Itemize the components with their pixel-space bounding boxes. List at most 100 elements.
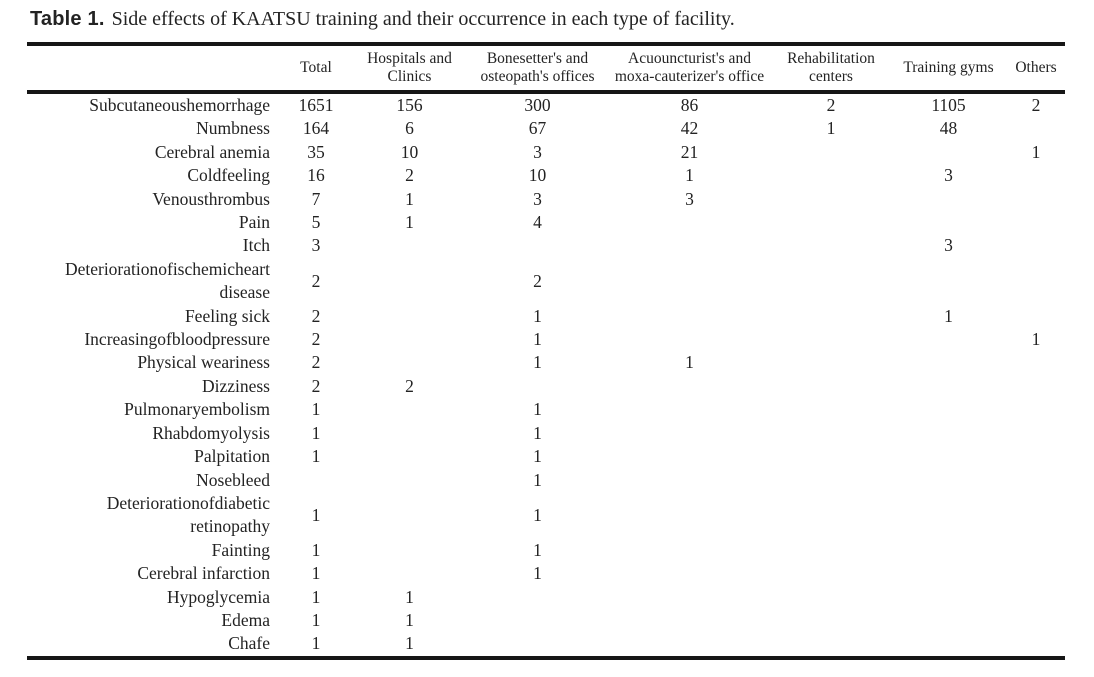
cell-value: 1: [533, 504, 542, 525]
cell-value: 1: [311, 586, 321, 607]
cell-value: [772, 211, 890, 234]
cell-value: [890, 141, 1007, 164]
cell-value: [890, 562, 1007, 585]
cell-value: 3: [533, 141, 542, 162]
cell-value: [890, 211, 1007, 234]
cell-value: [607, 305, 772, 328]
cell-value: 3: [685, 188, 694, 209]
cell-value: 2: [311, 305, 321, 326]
cell-value: 1: [533, 352, 542, 373]
row-label: Cerebral infarction: [137, 563, 270, 584]
table-row: Cerebral anemia 35 10 3 21 1: [27, 141, 1065, 164]
cell-value: 2: [826, 95, 836, 115]
cell-value: [772, 351, 890, 374]
row-label: Feeling sick: [184, 305, 270, 326]
cell-value: [772, 141, 890, 164]
cell-value: 156: [396, 95, 423, 115]
row-label: Dizziness: [201, 375, 270, 396]
cell-value: [1007, 305, 1065, 328]
table-row: Increasingofbloodpressure 2 1 1: [27, 328, 1065, 351]
header-rehabilitation-centers: Rehabilitation centers: [787, 50, 875, 85]
cell-value: 2: [533, 270, 542, 291]
cell-value: 2: [405, 165, 414, 186]
cell-value: [1007, 469, 1065, 492]
table-row: Chafe 1 1: [27, 632, 1065, 657]
cell-value: [351, 305, 468, 328]
cell-value: [890, 258, 1007, 305]
cell-value: [607, 398, 772, 421]
cell-value: [772, 422, 890, 445]
row-label: Chafe: [228, 633, 270, 654]
cell-value: [351, 445, 468, 468]
cell-value: [607, 586, 772, 609]
cell-value: 48: [939, 118, 958, 139]
cell-value: 67: [528, 118, 547, 139]
cell-value: 1: [311, 609, 321, 630]
cell-value: [890, 609, 1007, 632]
cell-value: 2: [311, 352, 321, 373]
cell-value: 1: [944, 305, 953, 326]
cell-value: [890, 328, 1007, 351]
cell-value: 2: [311, 270, 321, 291]
cell-value: 1: [1031, 329, 1041, 350]
cell-value: [607, 609, 772, 632]
cell-value: [890, 351, 1007, 374]
row-label: Fainting: [211, 539, 270, 560]
cell-value: [351, 398, 468, 421]
cell-value: [1007, 492, 1065, 539]
cell-value: [351, 328, 468, 351]
cell-value: [607, 539, 772, 562]
cell-value: 1: [533, 469, 542, 490]
row-label: Venousthrombus: [152, 188, 270, 209]
row-label: Subcutaneoushemorrhage: [89, 95, 270, 115]
cell-value: [351, 234, 468, 257]
cell-value: [890, 469, 1007, 492]
cell-value: [607, 562, 772, 585]
cell-value: 5: [311, 212, 321, 233]
cell-value: [1007, 211, 1065, 234]
table-row: Edema 1 1: [27, 609, 1065, 632]
cell-value: [281, 469, 351, 492]
cell-value: [351, 469, 468, 492]
cell-value: [607, 328, 772, 351]
cell-value: 1: [685, 165, 694, 186]
cell-value: [772, 562, 890, 585]
cell-value: 1: [533, 422, 542, 443]
table-row: Fainting 1 1: [27, 539, 1065, 562]
table-row: Dizziness 2 2: [27, 375, 1065, 398]
cell-value: [607, 445, 772, 468]
table-row: Palpitation 1 1: [27, 445, 1065, 468]
table-row: Pulmonaryembolism 1 1: [27, 398, 1065, 421]
cell-value: [772, 375, 890, 398]
cell-value: 1: [311, 399, 321, 420]
cell-value: 2: [311, 329, 321, 350]
header-row-label-spacer: [27, 44, 281, 92]
cell-value: 1: [533, 539, 542, 560]
cell-value: [351, 258, 468, 305]
cell-value: [607, 492, 772, 539]
cell-value: 35: [307, 141, 325, 162]
cell-value: [890, 398, 1007, 421]
row-label: Numbness: [196, 118, 270, 139]
cell-value: [772, 164, 890, 187]
table-row: Subcutaneoushemorrhage 1651 156 300 86 2 1105 2: [27, 92, 1065, 117]
row-label: Deteriorationofdiabetic retinopathy: [106, 492, 270, 537]
cell-value: [1007, 188, 1065, 211]
cell-value: 1: [311, 422, 321, 443]
cell-value: 3: [944, 165, 953, 186]
table-row: Venousthrombus 7 1 3 3: [27, 188, 1065, 211]
cell-value: [607, 469, 772, 492]
cell-value: 1: [533, 563, 542, 584]
table-row: Rhabdomyolysis 1 1: [27, 422, 1065, 445]
cell-value: [772, 539, 890, 562]
cell-value: [772, 258, 890, 305]
header-others: Others: [1015, 59, 1057, 76]
cell-value: 10: [528, 165, 547, 186]
cell-value: 1: [826, 118, 836, 139]
cell-value: [772, 234, 890, 257]
cell-value: [772, 469, 890, 492]
cell-value: [351, 539, 468, 562]
cell-value: 1: [1031, 141, 1041, 162]
row-label: Pulmonaryembolism: [124, 399, 270, 420]
cell-value: [1007, 258, 1065, 305]
